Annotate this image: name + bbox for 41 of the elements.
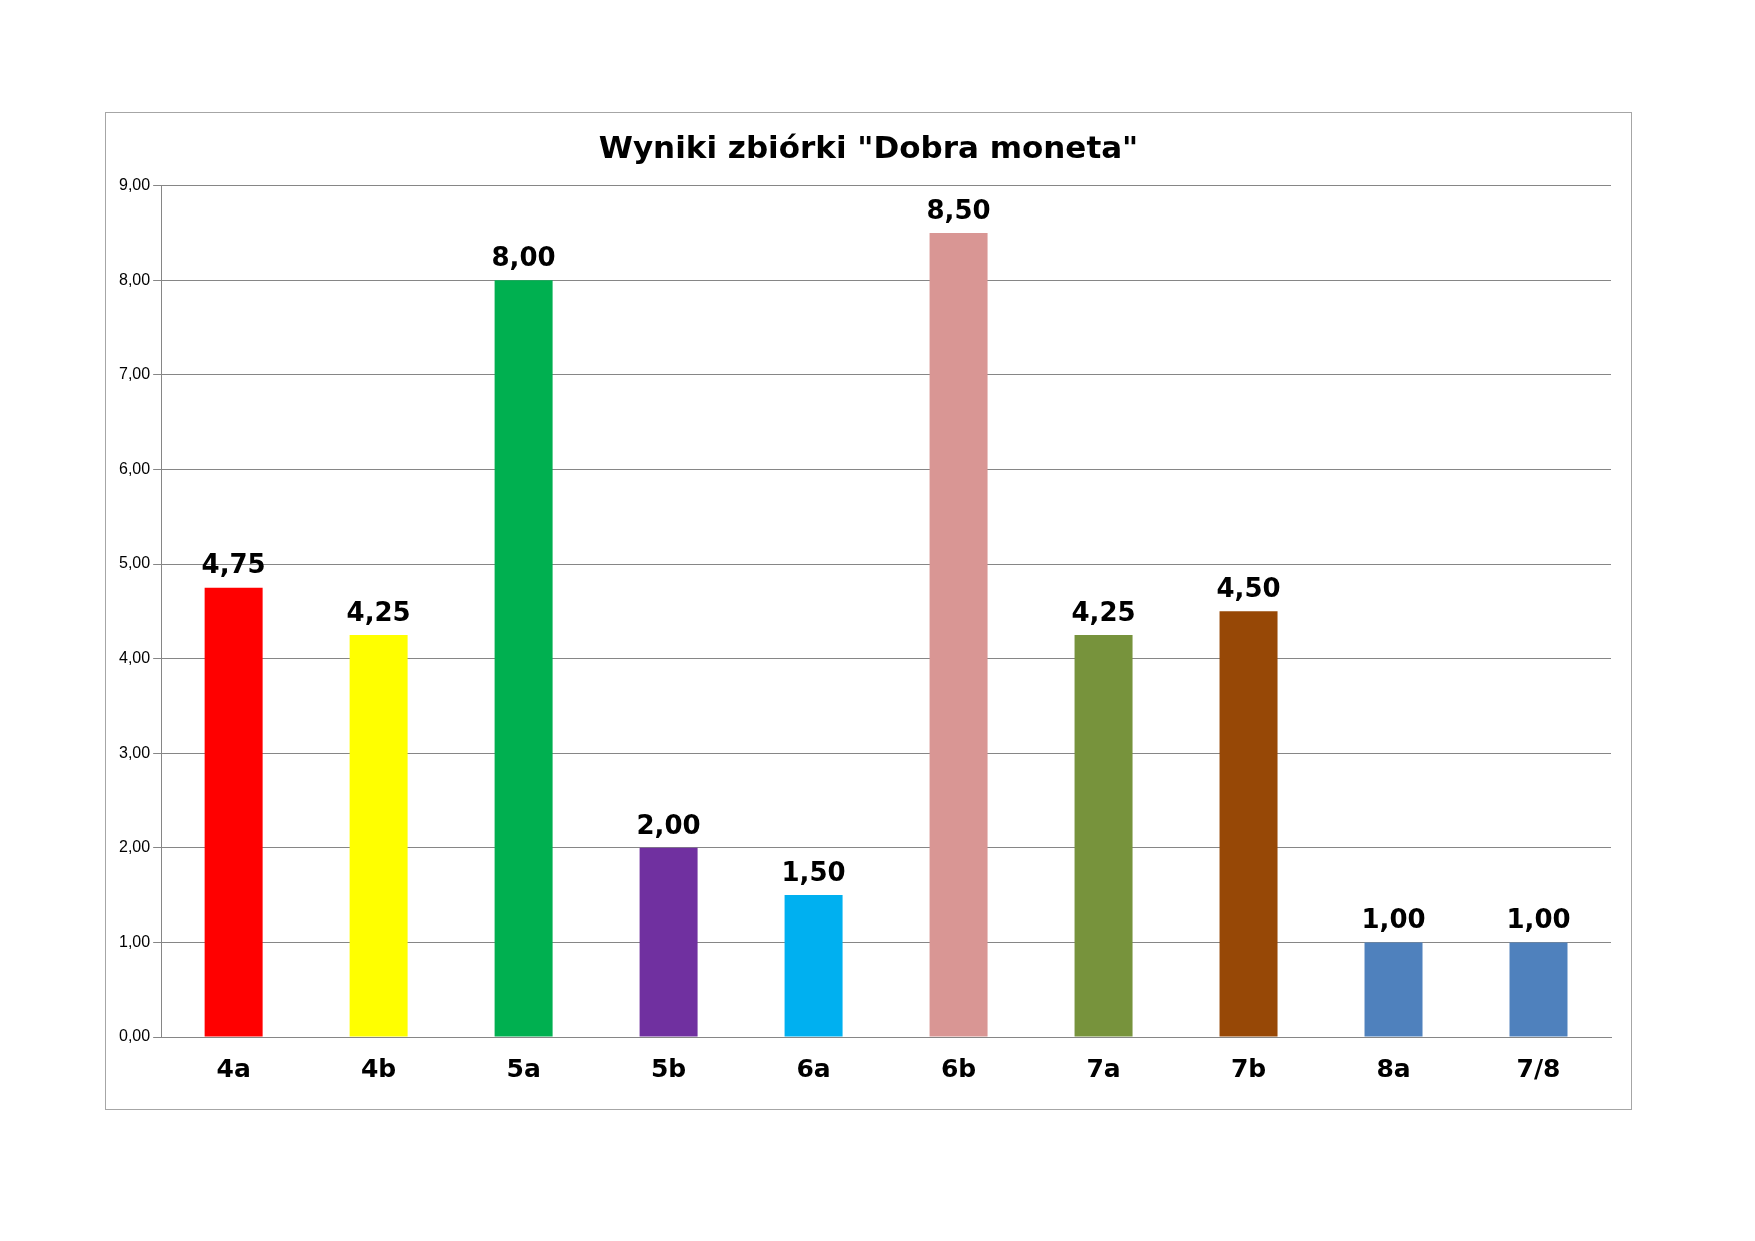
y-tick-label: 4,00 [119,649,151,667]
bar [204,587,263,1037]
chart-title: Wyniki zbiórki "Dobra moneta" [597,129,1140,165]
data-label: 4,75 [201,549,266,580]
bar [929,232,988,1037]
x-tick-label: 7/8 [1516,1053,1561,1083]
bar [784,895,843,1037]
x-tick-label: 6b [940,1053,977,1083]
x-tick-label: 4b [360,1053,397,1083]
data-label: 2,00 [636,809,701,840]
data-label: 4,25 [1071,596,1136,627]
x-tick-label: 8a [1376,1053,1411,1083]
data-label: 4,25 [346,596,411,627]
data-label: 1,00 [1506,904,1571,935]
bar [1509,942,1568,1037]
bar [639,847,698,1037]
bar [494,280,553,1037]
x-tick-label: 7b [1230,1053,1267,1083]
data-label: 8,00 [491,241,556,272]
y-tick-label: 5,00 [119,554,151,572]
y-tick-label: 8,00 [119,270,151,288]
x-tick-label: 5b [650,1053,687,1083]
bar [1364,942,1423,1037]
y-tick-label: 0,00 [119,1027,151,1045]
y-tick-label: 9,00 [119,176,151,194]
y-tick-label: 6,00 [119,459,151,477]
y-tick-label: 2,00 [119,838,151,856]
bar [1219,611,1278,1037]
data-label: 1,00 [1361,904,1426,935]
x-tick-label: 5a [506,1053,541,1083]
x-tick-label: 7a [1086,1053,1121,1083]
y-tick-label: 7,00 [119,365,151,383]
y-tick-label: 1,00 [119,932,151,950]
data-label: 4,50 [1216,573,1281,604]
x-tick-label: 4a [216,1053,251,1083]
data-label: 8,50 [926,194,991,225]
bar [1074,634,1133,1037]
bar [349,634,408,1037]
x-tick-label: 6a [796,1053,831,1083]
data-label: 1,50 [781,856,846,887]
y-tick-label: 3,00 [119,743,151,761]
